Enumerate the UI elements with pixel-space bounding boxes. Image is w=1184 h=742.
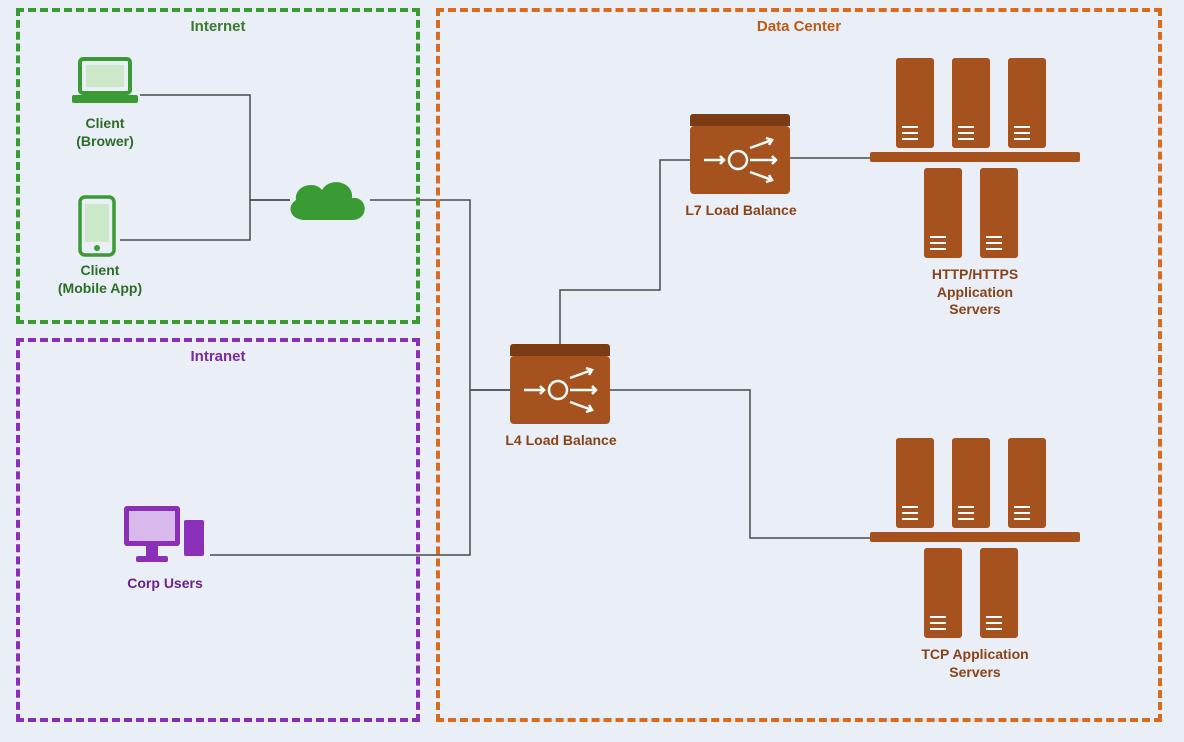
client-browser-label: Client (Brower) <box>60 115 150 150</box>
laptop-icon <box>70 55 140 115</box>
zone-datacenter-title: Data Center <box>757 18 841 35</box>
desktop-icon <box>118 500 210 575</box>
zone-internet-title: Internet <box>190 18 245 35</box>
zone-intranet-title: Intranet <box>190 348 245 365</box>
l4-load-balance-icon <box>510 356 610 424</box>
client-mobile-label: Client (Mobile App) <box>45 262 155 297</box>
zone-intranet: Intranet <box>16 338 420 722</box>
corp-users-label: Corp Users <box>110 575 220 593</box>
l7-load-balance-icon <box>690 126 790 194</box>
tcp-servers-label: TCP Application Servers <box>900 646 1050 681</box>
cloud-icon <box>280 172 372 237</box>
http-servers-label: HTTP/HTTPS Application Servers <box>910 266 1040 319</box>
l7-load-balance-label: L7 Load Balance <box>666 202 816 220</box>
mobile-icon <box>78 195 116 262</box>
l4-load-balance-label: L4 Load Balance <box>486 432 636 450</box>
